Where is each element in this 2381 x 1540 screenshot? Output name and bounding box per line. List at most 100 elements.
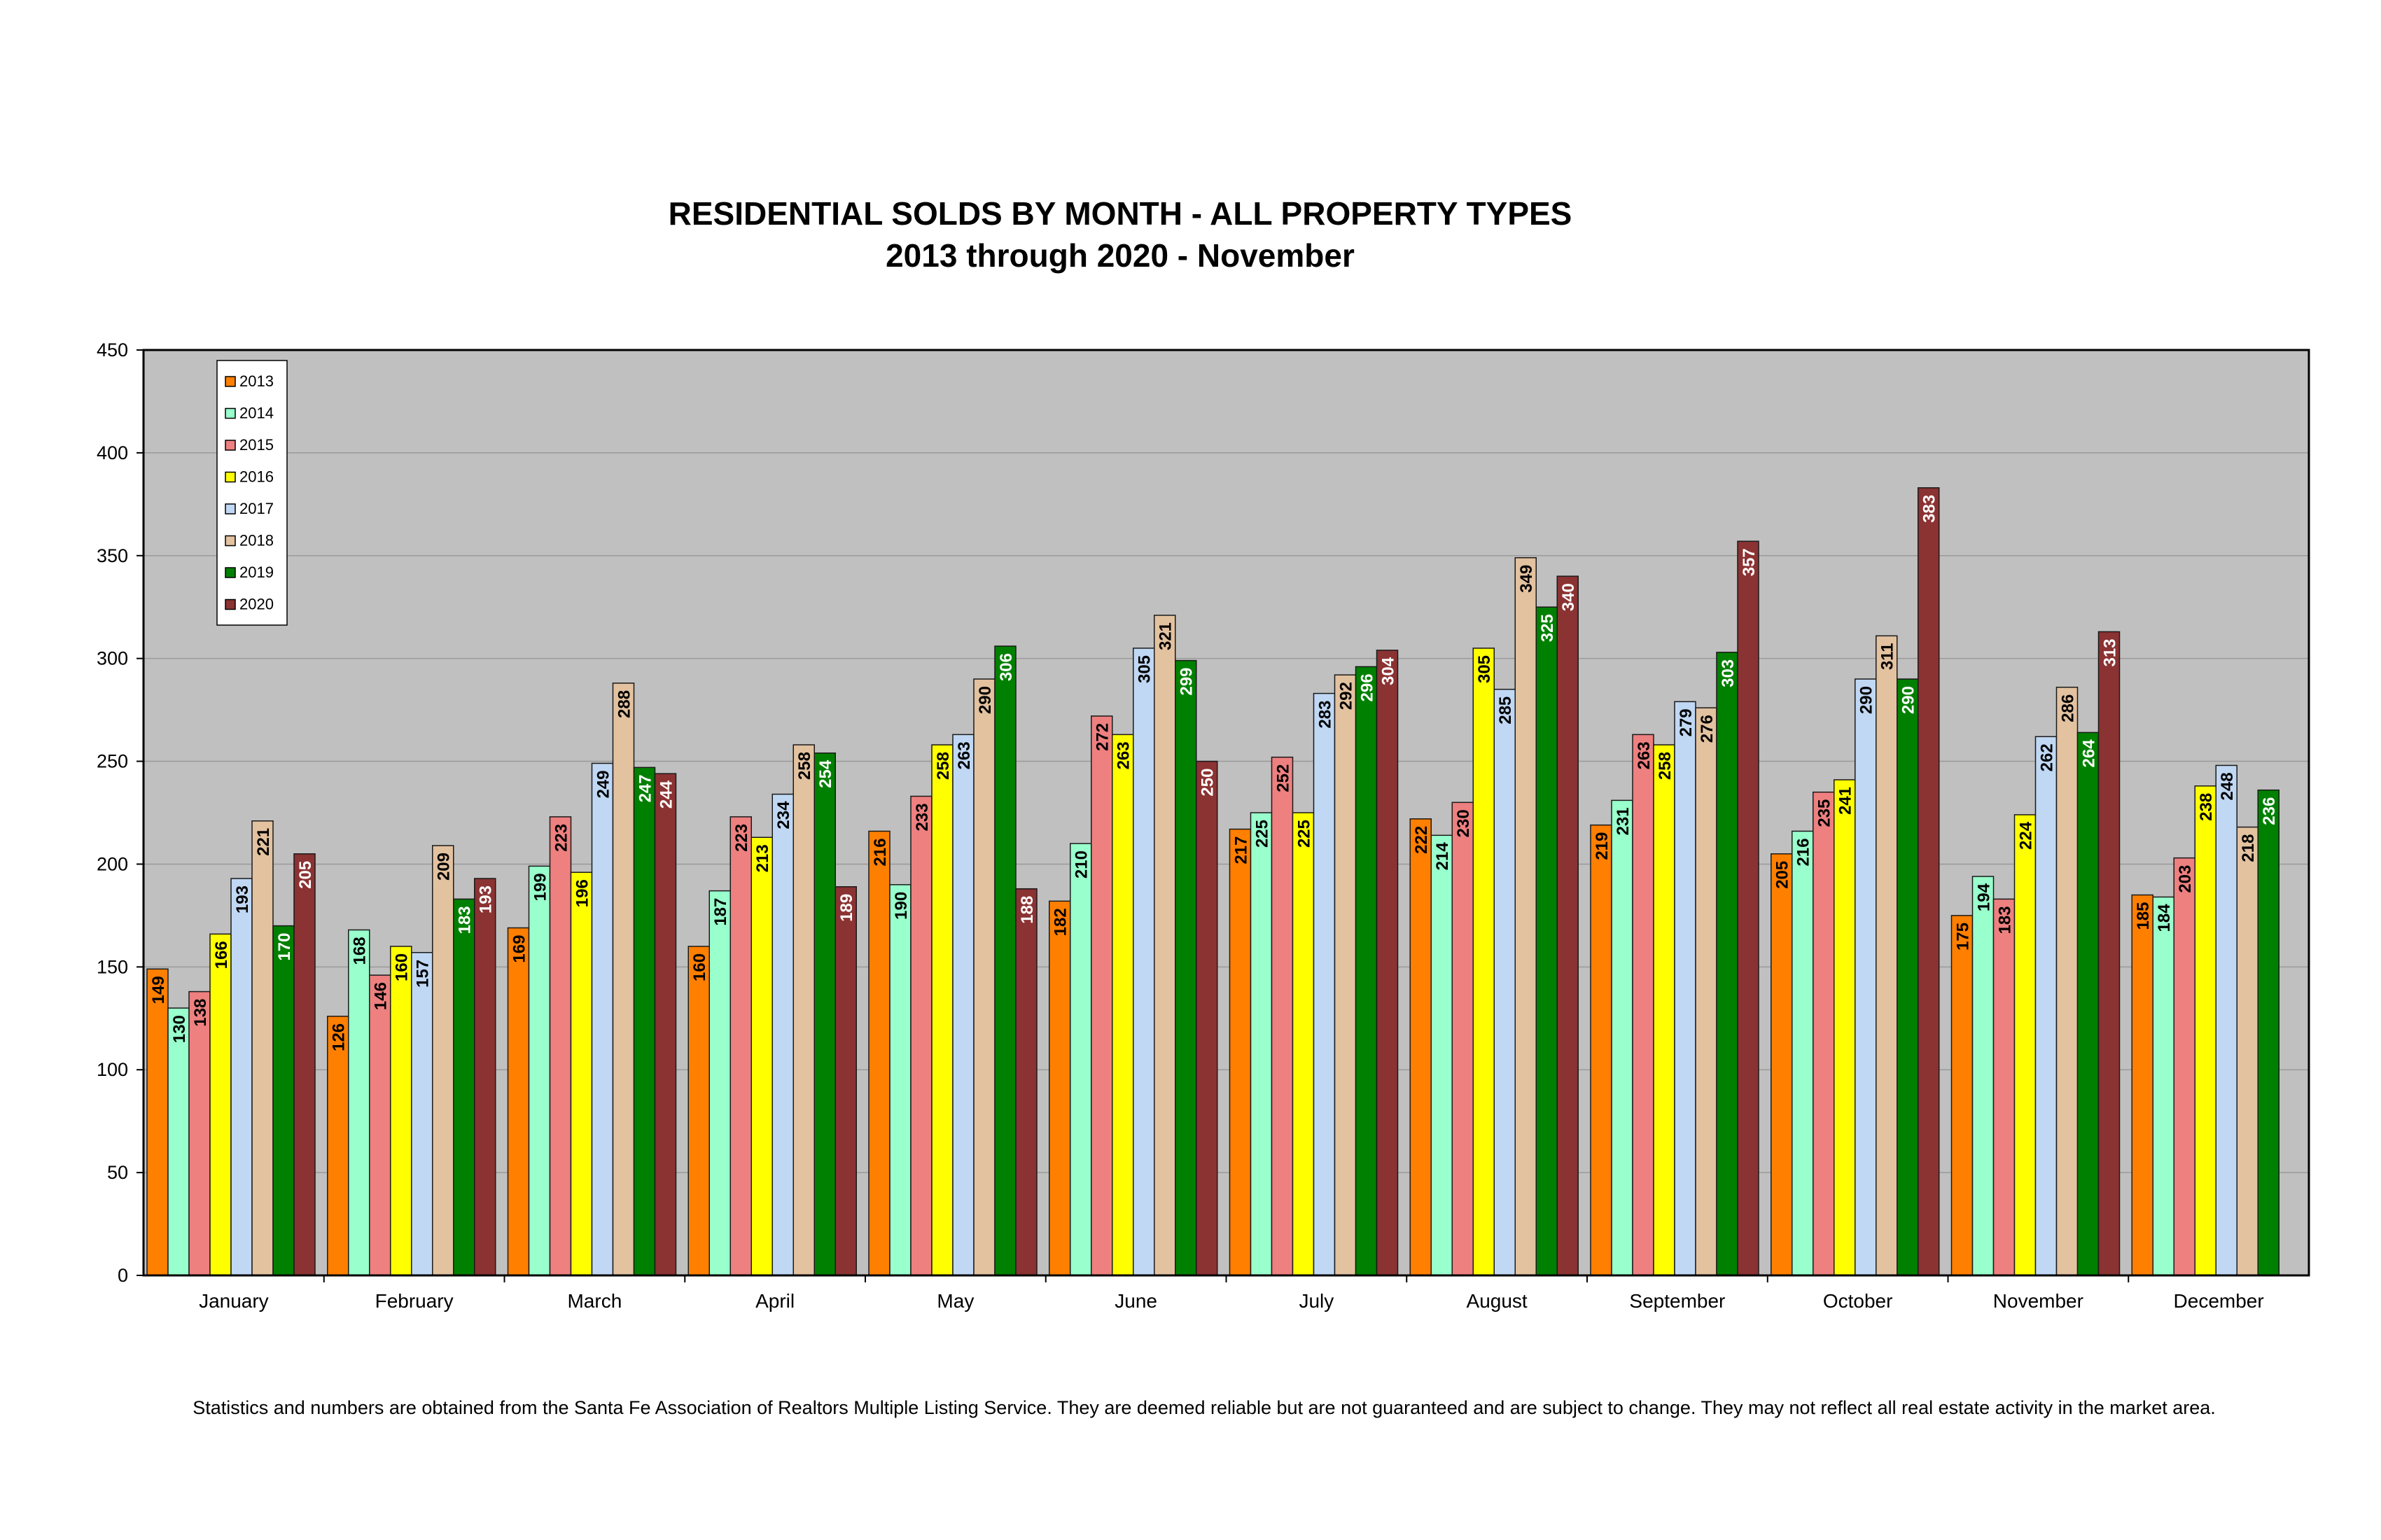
data-label: 299 (1178, 668, 1196, 696)
data-label: 193 (477, 886, 496, 913)
bar-2018-september (1695, 707, 1717, 1276)
bar-2013-august (1409, 818, 1432, 1276)
data-label: 213 (753, 844, 772, 872)
data-label: 305 (1136, 655, 1154, 683)
data-label: 184 (2155, 904, 2174, 932)
legend-label-2015: 2015 (239, 436, 274, 454)
legend-swatch-2016 (225, 471, 236, 483)
legend-swatch-2014 (225, 407, 236, 419)
x-tick-label: December (2174, 1290, 2264, 1312)
bar-2020-august (1556, 575, 1579, 1276)
data-label: 169 (510, 935, 529, 963)
bar-2018-august (1514, 556, 1537, 1276)
bar-2017-march (591, 762, 614, 1276)
bar-2017-february (411, 952, 433, 1276)
bar-2020-april (835, 886, 857, 1276)
data-label: 209 (435, 853, 454, 881)
bar-2016-june (1112, 734, 1134, 1276)
data-label: 263 (1635, 741, 1654, 769)
bar-2015-may (910, 795, 933, 1276)
x-tick-label: November (1993, 1290, 2083, 1312)
legend-swatch-2013 (225, 376, 236, 387)
y-tick-label: 300 (97, 648, 128, 669)
data-label: 247 (636, 774, 655, 802)
bar-2014-december (2152, 896, 2174, 1276)
legend-label-2019: 2019 (239, 564, 274, 581)
legend-label-2018: 2018 (239, 532, 274, 550)
data-label: 149 (149, 976, 168, 1004)
data-label: 304 (1379, 657, 1398, 685)
data-label: 286 (2059, 694, 2078, 722)
legend-swatch-2020 (225, 598, 236, 610)
data-label: 235 (1815, 799, 1834, 827)
bar-2013-january (146, 968, 169, 1276)
bar-2013-april (687, 946, 710, 1276)
data-label: 296 (1358, 673, 1377, 701)
bar-2018-january (251, 820, 274, 1276)
bar-2019-july (1355, 666, 1378, 1276)
bar-2020-june (1196, 760, 1218, 1276)
x-tick-label: January (199, 1290, 269, 1312)
bar-2018-november (2055, 687, 2079, 1276)
data-label: 193 (233, 886, 252, 913)
data-label: 224 (2017, 821, 2036, 850)
bar-2019-march (633, 766, 656, 1276)
bar-2017-june (1133, 648, 1155, 1276)
data-label: 263 (955, 741, 974, 769)
bar-2016-january (209, 933, 232, 1276)
data-label: 175 (1954, 923, 1973, 951)
bar-2016-august (1472, 648, 1495, 1276)
legend-swatch-2017 (225, 503, 236, 514)
legend-label-2020: 2020 (239, 596, 274, 613)
chart-subtitle: 2013 through 2020 - November (886, 237, 1355, 274)
data-label: 313 (2101, 638, 2120, 666)
data-label: 292 (1337, 682, 1356, 710)
bar-2014-february (348, 929, 370, 1276)
data-label: 205 (296, 861, 315, 889)
y-tick-label: 0 (118, 1265, 128, 1286)
bar-2020-october (1918, 487, 1940, 1276)
x-tick-label: July (1299, 1290, 1334, 1312)
data-label: 383 (1920, 495, 1939, 523)
bar-2014-june (1070, 843, 1092, 1276)
bar-2015-august (1451, 802, 1474, 1276)
bar-2017-august (1493, 688, 1516, 1276)
y-tick-label: 400 (97, 442, 128, 463)
data-label: 223 (552, 824, 571, 852)
data-label: 216 (1794, 838, 1813, 866)
bar-2019-february (453, 898, 475, 1276)
bar-2015-july (1271, 756, 1294, 1276)
bar-2014-august (1430, 834, 1453, 1276)
data-label: 231 (1614, 807, 1633, 835)
bar-2016-april (750, 836, 773, 1276)
bar-2016-september (1653, 744, 1675, 1276)
bar-2020-july (1376, 650, 1399, 1276)
data-label: 290 (1899, 686, 1918, 714)
bar-2013-march (507, 927, 530, 1276)
bar-2018-october (1876, 635, 1898, 1276)
y-tick-label: 150 (97, 956, 128, 977)
bar-2015-january (188, 990, 211, 1276)
bar-2018-may (973, 678, 996, 1276)
bar-2019-september (1716, 652, 1738, 1276)
data-label: 233 (913, 803, 932, 831)
y-tick-label: 200 (97, 853, 128, 874)
data-label: 182 (1052, 908, 1070, 936)
data-label: 258 (1656, 752, 1675, 780)
bar-2016-october (1834, 779, 1856, 1276)
data-label: 290 (976, 686, 995, 714)
bar-2014-september (1611, 799, 1633, 1276)
bar-2018-july (1334, 674, 1357, 1276)
data-label: 168 (351, 937, 370, 965)
bar-2016-february (390, 946, 412, 1276)
bar-2019-august (1535, 606, 1558, 1276)
data-label: 254 (816, 760, 835, 788)
data-label: 138 (191, 999, 210, 1027)
bar-2014-november (1971, 876, 1995, 1276)
data-label: 222 (1412, 826, 1431, 854)
bar-2015-october (1813, 791, 1835, 1276)
bar-2014-january (167, 1007, 190, 1276)
bar-2017-november (2034, 736, 2058, 1276)
x-tick-label: August (1467, 1290, 1528, 1312)
